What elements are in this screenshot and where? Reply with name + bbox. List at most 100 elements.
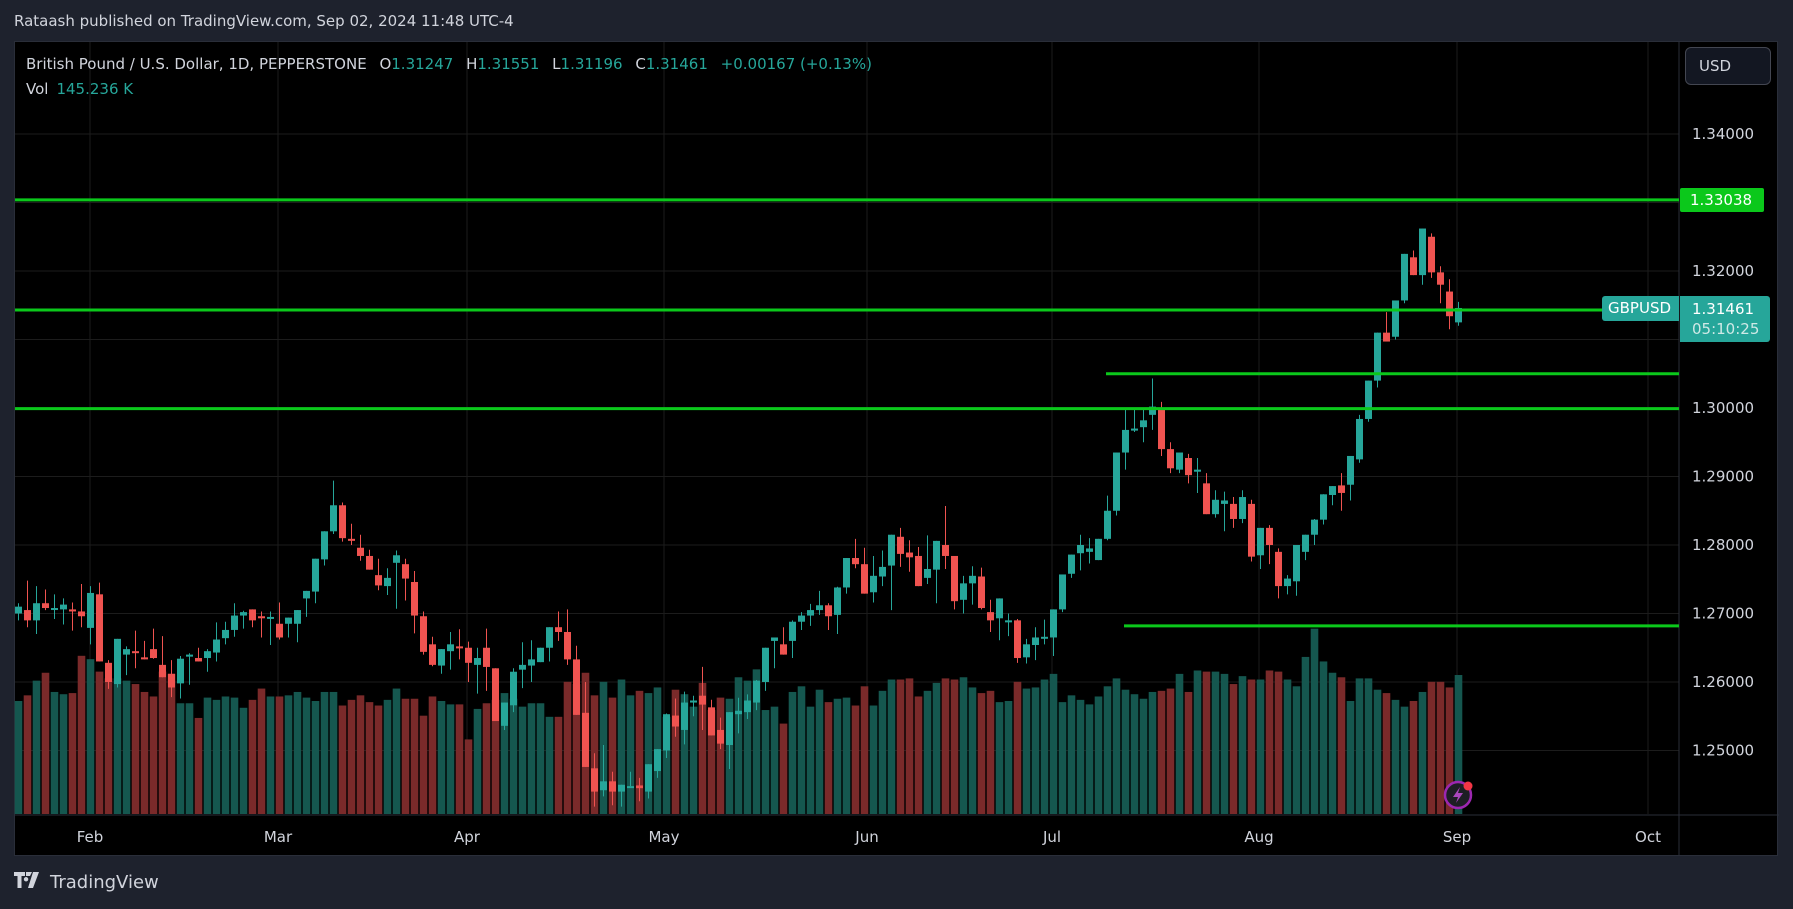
candle[interactable] (906, 540, 913, 572)
candle[interactable] (618, 784, 625, 807)
candle[interactable] (501, 702, 508, 730)
candle[interactable] (483, 628, 490, 691)
candle[interactable] (672, 698, 679, 737)
candle[interactable] (1248, 499, 1255, 562)
candle[interactable] (942, 505, 949, 569)
candle[interactable] (150, 628, 157, 659)
candle[interactable] (1302, 534, 1309, 561)
candle[interactable] (240, 610, 247, 629)
candle[interactable] (654, 749, 661, 778)
candle[interactable] (411, 571, 418, 634)
candle[interactable] (402, 558, 409, 601)
candle[interactable] (636, 777, 643, 802)
candle[interactable] (132, 630, 139, 669)
candle[interactable] (1014, 618, 1021, 663)
candle[interactable] (1221, 491, 1228, 532)
volume-label[interactable]: Vol (26, 80, 49, 98)
candle[interactable] (1239, 490, 1246, 524)
candle[interactable] (861, 547, 868, 594)
lightning-alert-icon[interactable] (1443, 780, 1473, 810)
candle[interactable] (87, 586, 94, 645)
candle[interactable] (1293, 545, 1300, 596)
candle[interactable] (1176, 452, 1183, 474)
candle[interactable] (780, 627, 787, 655)
candle[interactable] (1131, 409, 1138, 432)
candle[interactable] (717, 717, 724, 750)
candle[interactable] (1410, 250, 1417, 276)
candle[interactable] (555, 611, 562, 641)
candle[interactable] (249, 609, 256, 628)
candle[interactable] (1068, 554, 1075, 578)
candle[interactable] (510, 668, 517, 713)
candle[interactable] (825, 603, 832, 630)
candle[interactable] (330, 480, 337, 535)
candle[interactable] (78, 584, 85, 628)
candle[interactable] (1437, 266, 1444, 304)
candle[interactable] (1185, 453, 1192, 484)
candle[interactable] (258, 611, 265, 638)
candle[interactable] (1320, 494, 1327, 525)
candle[interactable] (231, 603, 238, 637)
candle[interactable] (1284, 575, 1291, 595)
candle[interactable] (51, 594, 58, 619)
currency-button[interactable]: USD (1685, 47, 1771, 85)
candle[interactable] (1122, 408, 1129, 470)
candle[interactable] (1005, 613, 1012, 637)
candle[interactable] (1023, 638, 1030, 664)
candle[interactable] (816, 590, 823, 615)
candle[interactable] (105, 660, 112, 689)
candle[interactable] (1230, 497, 1237, 528)
candle[interactable] (312, 558, 319, 604)
candle[interactable] (1365, 380, 1372, 422)
candle[interactable] (1167, 442, 1174, 474)
candle[interactable] (1203, 473, 1210, 515)
candle[interactable] (681, 691, 688, 745)
candle[interactable] (375, 558, 382, 591)
candle[interactable] (834, 586, 841, 635)
candle[interactable] (699, 666, 706, 730)
candle[interactable] (123, 646, 130, 676)
candle[interactable] (186, 653, 193, 685)
candle[interactable] (690, 695, 697, 717)
candle[interactable] (609, 771, 616, 806)
candle[interactable] (348, 523, 355, 545)
candle[interactable] (339, 502, 346, 542)
candle[interactable] (600, 745, 607, 797)
candle[interactable] (708, 699, 715, 736)
candle[interactable] (789, 620, 796, 659)
candle[interactable] (384, 568, 391, 596)
candle[interactable] (888, 534, 895, 611)
candle[interactable] (285, 617, 292, 638)
candle[interactable] (1104, 495, 1111, 541)
candle[interactable] (1383, 312, 1390, 342)
candle[interactable] (1446, 279, 1453, 330)
candle[interactable] (1347, 455, 1354, 501)
candle[interactable] (321, 531, 328, 566)
candle[interactable] (429, 636, 436, 667)
candle[interactable] (1050, 609, 1057, 656)
candle[interactable] (69, 602, 76, 631)
candle[interactable] (735, 697, 742, 734)
candle[interactable] (357, 534, 364, 561)
candle[interactable] (996, 598, 1003, 641)
candle[interactable] (852, 538, 859, 569)
candle[interactable] (1194, 458, 1201, 493)
candle[interactable] (1077, 534, 1084, 571)
price-axis[interactable]: 1.34000 1.32000 1.30000 1.29000 1.28000 1.270… (1692, 125, 1754, 760)
candle[interactable] (807, 603, 814, 626)
candle[interactable] (1212, 490, 1219, 518)
candle[interactable] (276, 602, 283, 640)
candle[interactable] (114, 638, 121, 688)
candle[interactable] (492, 668, 499, 722)
candle[interactable] (528, 640, 535, 682)
candle[interactable] (1158, 401, 1165, 456)
candle[interactable] (744, 694, 751, 719)
candle[interactable] (951, 555, 958, 610)
candle[interactable] (141, 640, 148, 660)
candle[interactable] (582, 682, 589, 767)
candle[interactable] (222, 621, 229, 645)
candle[interactable] (663, 713, 670, 759)
symbol-title[interactable]: British Pound / U.S. Dollar, 1D, PEPPERS… (26, 55, 367, 73)
candle[interactable] (60, 598, 67, 625)
candle[interactable] (159, 636, 166, 678)
